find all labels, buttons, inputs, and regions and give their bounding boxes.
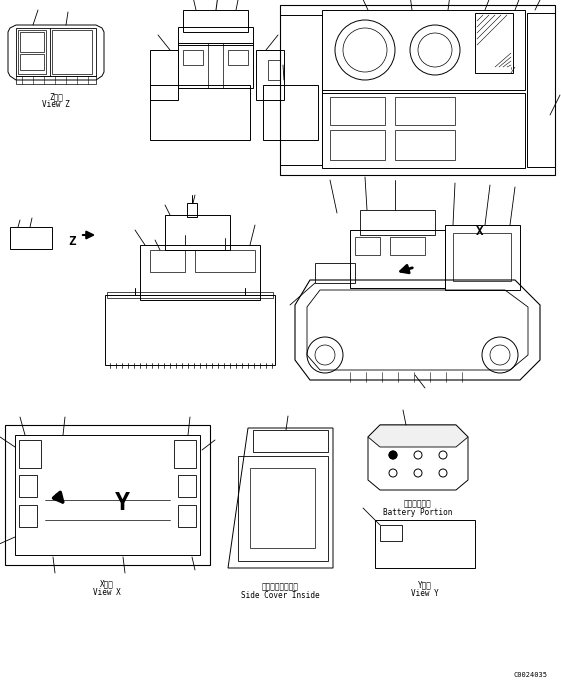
Bar (322, 93, 525, 168)
Text: X　視: X 視 (100, 579, 114, 588)
Circle shape (389, 451, 397, 459)
Bar (280, 5, 555, 175)
Bar (380, 525, 402, 541)
Bar (178, 43, 253, 88)
Bar (16, 76, 96, 84)
Bar (178, 475, 196, 497)
Text: バッテリー頲: バッテリー頲 (404, 499, 432, 508)
Text: Z　視: Z 視 (49, 92, 63, 101)
Bar (187, 203, 197, 217)
Bar (178, 27, 253, 45)
Bar (52, 30, 92, 74)
Bar (18, 30, 46, 74)
Text: View Z: View Z (42, 100, 70, 109)
Bar (19, 505, 37, 527)
Bar (330, 130, 385, 160)
Text: C0024035: C0024035 (514, 672, 548, 678)
Bar (315, 263, 355, 283)
Bar (107, 292, 273, 298)
Text: サイドカバー内側: サイドカバー内側 (261, 582, 298, 591)
Text: Y　視: Y 視 (418, 580, 432, 589)
Text: X: X (476, 225, 484, 238)
Bar (16, 28, 96, 76)
Bar (268, 60, 280, 80)
Bar (10, 227, 52, 249)
Bar (150, 85, 250, 140)
Bar (253, 430, 328, 452)
Bar (140, 245, 260, 300)
Bar (330, 97, 385, 125)
Bar (165, 215, 230, 250)
Bar (238, 456, 328, 561)
Bar (250, 468, 315, 548)
Bar (475, 13, 513, 73)
Bar (20, 32, 44, 52)
Text: View X: View X (93, 588, 121, 597)
Bar (527, 13, 555, 167)
Bar (19, 440, 41, 468)
Bar (195, 250, 255, 272)
Text: Side Cover Inside: Side Cover Inside (241, 591, 319, 600)
Bar (375, 520, 475, 568)
Bar (395, 97, 455, 125)
Bar (445, 225, 520, 290)
Text: Z: Z (68, 235, 76, 248)
Bar (322, 10, 525, 90)
Text: Battery Portion: Battery Portion (383, 508, 453, 517)
Bar (174, 440, 196, 468)
Bar (360, 210, 435, 235)
Bar (228, 50, 248, 65)
Bar (15, 435, 200, 555)
Bar (453, 233, 511, 281)
Bar (5, 425, 210, 565)
Bar (355, 237, 380, 255)
Bar (395, 130, 455, 160)
Polygon shape (368, 425, 468, 447)
Bar (350, 230, 445, 288)
Bar (390, 237, 425, 255)
Bar (105, 295, 275, 365)
Bar (280, 15, 322, 165)
Bar (150, 250, 185, 272)
Bar (183, 50, 203, 65)
Bar (19, 475, 37, 497)
Text: Y: Y (114, 491, 130, 515)
Bar (150, 50, 178, 100)
Bar (178, 505, 196, 527)
Bar (183, 10, 248, 32)
Text: View Y: View Y (411, 589, 439, 598)
Bar (256, 50, 284, 100)
Bar (263, 85, 318, 140)
Bar (20, 54, 44, 70)
